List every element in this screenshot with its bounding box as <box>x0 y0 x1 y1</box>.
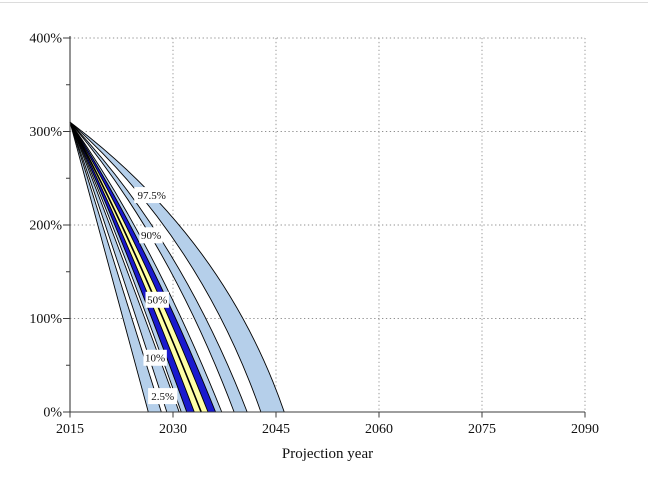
median-line <box>69 121 202 413</box>
fan-band-edge <box>69 122 162 413</box>
fan-band-p50-edge-right <box>70 122 222 413</box>
fan-band-edge <box>69 121 209 413</box>
percentile-label-50%: 50% <box>147 295 167 307</box>
fan-band-p97half <box>70 122 285 413</box>
fan-band-p90 <box>70 122 248 413</box>
window-top-border <box>0 2 648 3</box>
x-tick-label: 2045 <box>262 422 290 437</box>
fan-band-edge <box>69 121 223 413</box>
percentile-label-box-2.5% <box>148 388 178 405</box>
y-tick-label: 400% <box>29 32 62 47</box>
percentile-label-2.5%: 2.5% <box>151 391 174 403</box>
percentile-label-90%: 90% <box>141 230 161 242</box>
fan-band-p50-core <box>70 122 209 413</box>
percentile-label-box-90% <box>139 227 163 244</box>
fan-band-edge <box>69 121 180 413</box>
percentile-label-box-50% <box>145 291 169 308</box>
y-tick-label: 200% <box>29 219 62 234</box>
y-tick-label: 100% <box>29 312 62 327</box>
fan-band-p50-band-right <box>70 122 216 413</box>
x-tick-label: 2060 <box>365 422 393 437</box>
fan-band-edge <box>69 121 182 413</box>
fan-band-edge <box>69 121 248 413</box>
x-tick-label: 2090 <box>571 422 599 437</box>
x-tick-label: 2030 <box>159 422 187 437</box>
percentile-label-box-10% <box>143 349 167 366</box>
fan-band-edge <box>69 121 195 413</box>
percentile-label-box-97.5% <box>134 187 170 204</box>
y-tick-label: 0% <box>43 406 62 421</box>
fan-band-edge <box>69 122 149 413</box>
percentile-label-97.5%: 97.5% <box>138 190 166 202</box>
x-tick-label: 2015 <box>56 422 84 437</box>
fan-band-p50-edge-left <box>70 122 187 413</box>
x-axis-title: Projection year <box>281 446 374 462</box>
fan-band-edge <box>69 122 168 413</box>
fan-band-edge <box>69 121 235 413</box>
fan-band-edge <box>69 121 285 413</box>
fan-band-edge <box>69 121 216 413</box>
fan-band-edge <box>69 121 262 413</box>
fan-band-edge <box>69 121 188 413</box>
percentile-label-10%: 10% <box>145 353 165 365</box>
fan-band-p10 <box>70 122 180 413</box>
y-tick-label: 300% <box>29 125 62 140</box>
x-tick-label: 2075 <box>468 422 496 437</box>
